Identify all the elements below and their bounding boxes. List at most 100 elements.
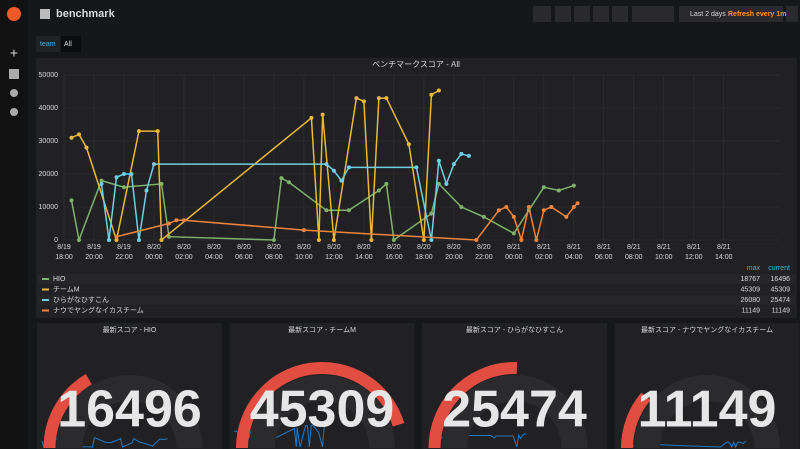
data-point [331,238,336,242]
share-button[interactable] [574,6,590,22]
data-point [279,176,284,181]
y-tick-label: 50000 [39,72,59,79]
legend-max: 11149 [742,307,761,314]
alert-icon[interactable] [10,89,18,97]
data-point [159,181,164,186]
data-point [496,208,501,213]
data-point [114,238,119,242]
save-button[interactable] [593,6,609,22]
gauge-bar [621,392,651,449]
data-point [121,185,126,190]
x-tick-label: 8/20 [417,244,431,251]
dashboards-icon[interactable] [9,69,19,79]
y-tick-label: 20000 [39,171,59,178]
x-tick-label: 8/20 [297,244,311,251]
data-point [151,162,156,167]
x-tick-label: 04:00 [205,254,223,261]
x-tick-label: 08:00 [265,254,283,261]
star-button[interactable] [555,6,571,22]
x-tick-label: 22:00 [115,254,133,261]
data-point [144,188,149,193]
x-tick-label: 8/21 [627,244,641,251]
x-tick-label: 12:00 [685,254,703,261]
data-point [271,238,276,242]
x-tick-label: 02:00 [535,254,553,261]
data-point [84,145,89,150]
variable-label-box [36,36,60,52]
x-tick-label: 06:00 [595,254,613,261]
x-tick-label: 8/20 [267,244,281,251]
x-tick-label: 14:00 [715,254,733,261]
data-point [459,205,464,209]
data-point [436,181,441,186]
y-tick-label: 30000 [39,138,59,145]
x-tick-label: 8/21 [597,244,611,251]
legend-current: 45309 [771,286,791,293]
data-point [549,205,554,209]
data-point [106,238,111,242]
data-point [571,205,576,209]
data-point [316,238,321,242]
series-line [71,89,440,243]
legend-current: 25474 [771,297,791,304]
logo[interactable] [7,7,21,21]
legend-header[interactable]: max [747,265,761,272]
data-point [69,135,74,140]
x-tick-label: 00:00 [505,254,523,261]
zoom-buttons[interactable] [632,6,674,22]
y-tick-label: 40000 [39,105,59,112]
data-point [376,96,381,101]
grid-icon [40,9,50,19]
data-point [541,208,546,213]
data-point [136,238,141,242]
legend-max: 18767 [741,276,761,283]
gauge-bar [428,362,518,449]
add-icon[interactable]: + [10,45,18,61]
data-point [429,211,434,216]
variable-value[interactable]: All [64,41,72,48]
data-point [129,172,134,176]
legend-name[interactable]: チームM [53,285,80,293]
add-panel-button[interactable] [533,6,551,22]
data-point [534,238,539,242]
x-tick-label: 8/20 [327,244,341,251]
variable-select[interactable] [61,36,81,52]
settings-button[interactable] [612,6,628,22]
gauge-track [634,375,780,449]
gauge-value: 11149 [638,381,777,439]
time-range[interactable]: Last 2 days [690,11,726,18]
x-tick-label: 8/19 [57,244,71,251]
legend-header[interactable]: current [768,265,790,272]
time-picker[interactable] [679,6,783,22]
refresh-interval[interactable]: Refresh every 1m [728,11,786,18]
x-tick-label: 8/20 [207,244,221,251]
settings-icon[interactable] [10,108,18,116]
data-point [166,234,171,239]
data-point [504,205,509,209]
data-point [444,181,449,186]
sidebar [0,0,28,449]
refresh-button[interactable] [786,6,798,22]
gauge-value: 25474 [442,381,587,439]
data-point [436,88,441,93]
gauge-track [56,375,203,449]
data-point [346,165,351,170]
legend-name[interactable]: ひらがなひすこん [53,295,109,304]
x-tick-label: 8/21 [507,244,521,251]
dashboard-title[interactable]: benchmark [56,8,116,20]
data-point [429,92,434,97]
gauge-title: 最新スコア - ナウでヤングなイカスチーム [641,325,773,334]
data-point [69,198,74,203]
data-point [459,151,464,156]
legend-name[interactable]: HIO [53,276,66,283]
data-point [99,178,104,183]
data-point [511,231,516,236]
data-point [331,168,336,173]
gauge-track [249,375,395,449]
x-tick-label: 06:00 [235,254,253,261]
data-point [406,142,411,147]
legend-name[interactable]: ナウでヤングなイカスチーム [53,305,144,314]
gauge-bar [43,373,92,449]
x-tick-label: 8/20 [177,244,191,251]
